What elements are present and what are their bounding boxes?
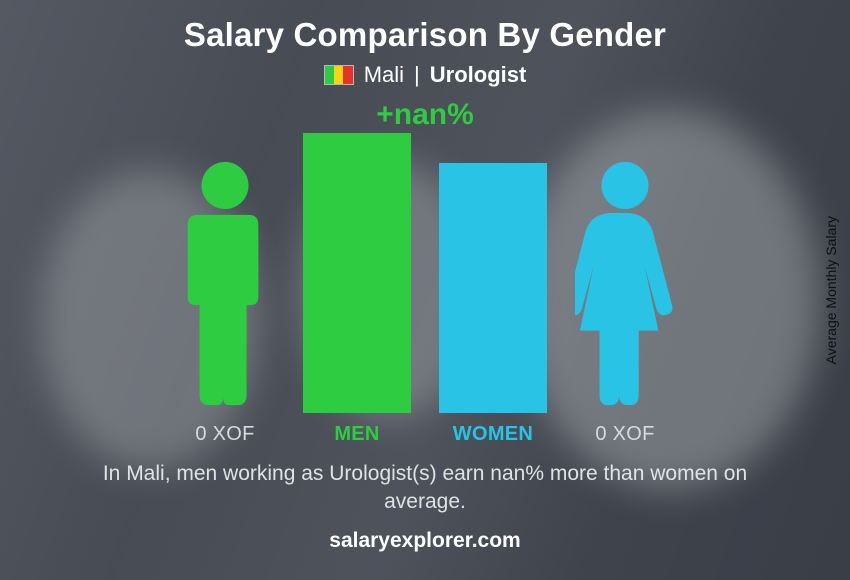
men-bar — [303, 133, 411, 413]
mali-flag-icon — [324, 65, 354, 85]
women-bar-label: WOMEN — [453, 423, 533, 446]
men-bar-column: MEN — [303, 133, 411, 446]
y-axis-label: Average Monthly Salary — [823, 216, 839, 364]
women-bar-column: WOMEN — [439, 163, 547, 446]
subtitle-separator: | — [414, 62, 420, 88]
women-value-label: 0 XOF — [595, 423, 654, 446]
male-person-icon — [175, 158, 275, 413]
female-person-icon — [575, 158, 675, 413]
page-title: Salary Comparison By Gender — [0, 0, 850, 54]
women-icon-column: 0 XOF — [575, 153, 675, 446]
gender-comparison-chart: 0 XOF MEN WOMEN 0 XOF — [105, 136, 745, 446]
women-bar — [439, 163, 547, 413]
subtitle-role: Urologist — [430, 62, 527, 88]
subtitle-row: Mali | Urologist — [0, 62, 850, 88]
subtitle-country: Mali — [364, 62, 404, 88]
y-axis-label-wrap: Average Monthly Salary — [816, 0, 846, 580]
footer-source: salaryexplorer.com — [0, 529, 850, 553]
infographic-root: Salary Comparison By Gender Mali | Urolo… — [0, 0, 850, 580]
men-icon-column: 0 XOF — [175, 153, 275, 446]
men-value-label: 0 XOF — [195, 423, 254, 446]
men-bar-label: MEN — [334, 423, 379, 446]
